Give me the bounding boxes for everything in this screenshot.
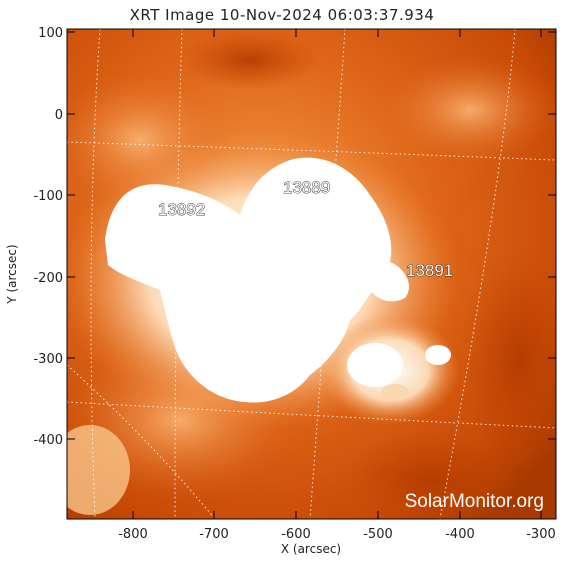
y-tick-label: -300 — [33, 352, 63, 367]
active-region-label: 13892 — [158, 200, 205, 219]
x-axis-title: X (arcsec) — [281, 542, 341, 556]
x-tick-label: -400 — [445, 527, 475, 542]
y-tick-label: -400 — [33, 433, 63, 448]
y-axis — [67, 31, 556, 440]
xrt-image — [67, 29, 556, 519]
y-tick-label: -200 — [33, 271, 63, 286]
x-tick-label: -700 — [199, 527, 229, 542]
credit-watermark: SolarMonitor.org — [405, 491, 544, 512]
active-region-label: 13891 — [406, 261, 453, 280]
x-tick-label: -300 — [526, 527, 556, 542]
image-title: XRT Image 10-Nov-2024 06:03:37.934 — [129, 6, 435, 24]
x-tick-label: -500 — [363, 527, 393, 542]
x-tick-label: -600 — [281, 527, 311, 542]
y-tick-label: 0 — [55, 108, 63, 123]
bright-core — [105, 157, 410, 403]
y-tick-label: 100 — [38, 26, 63, 41]
plot-frame — [66, 28, 557, 520]
x-axis — [132, 29, 542, 519]
y-tick-label: -100 — [33, 189, 63, 204]
heliographic-grid — [67, 29, 556, 519]
y-axis-title: Y (arcsec) — [5, 244, 19, 304]
active-region-label: 13889 — [283, 178, 330, 197]
x-tick-label: -800 — [118, 527, 148, 542]
